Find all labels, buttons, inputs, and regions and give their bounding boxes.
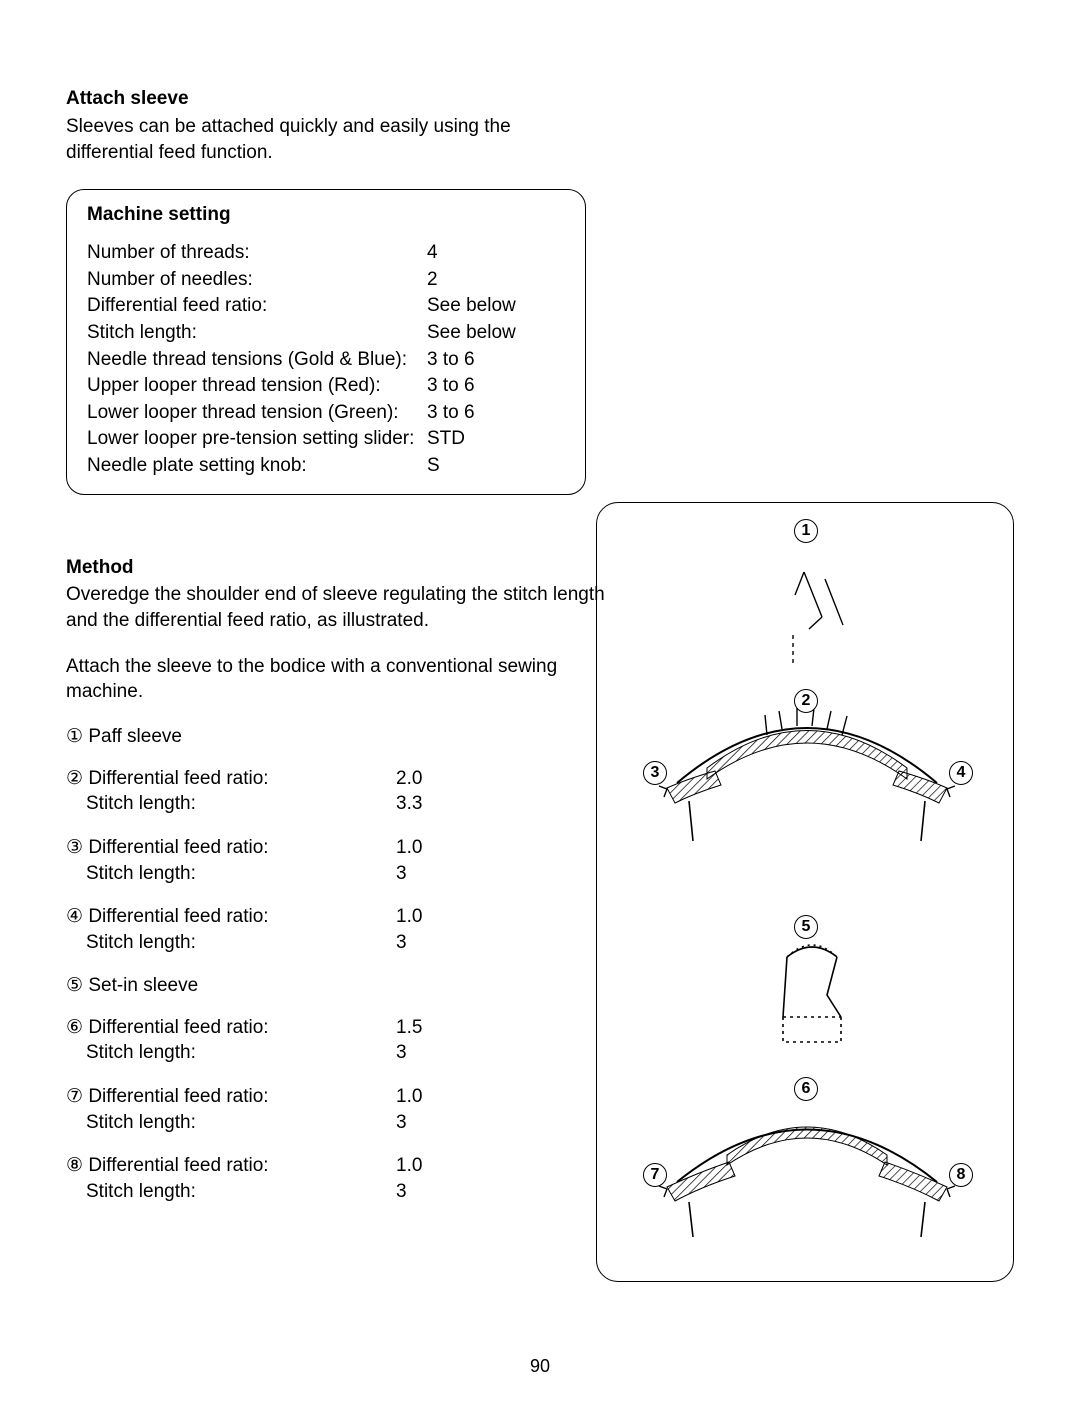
item-label: Stitch length: [86, 1179, 396, 1205]
method-block: Method Overedge the shoulder end of slee… [66, 555, 606, 705]
item-label: Stitch length: [86, 791, 396, 817]
item-label: Differential feed ratio: [88, 768, 268, 789]
setting-row: Differential feed ratio: See below [87, 293, 565, 320]
machine-setting-box: Machine setting Number of threads: 4 Num… [66, 189, 586, 494]
setting-label: Needle plate setting knob: [87, 453, 427, 480]
setting-value: S [427, 453, 565, 480]
setting-label: Number of needles: [87, 267, 427, 294]
setting-row: Stitch length: See below [87, 320, 565, 347]
item-value: 3 [396, 930, 456, 956]
item-label: Paff sleeve [88, 726, 182, 747]
setting-row: Upper looper thread tension (Red): 3 to … [87, 373, 565, 400]
item-label: Stitch length: [86, 1040, 396, 1066]
section-intro: Sleeves can be attached quickly and easi… [66, 114, 586, 165]
diagram-label-1: 1 [794, 519, 818, 543]
item-number: ⑥ [66, 1017, 83, 1038]
setting-label: Number of threads: [87, 240, 427, 267]
setting-row: Number of needles: 2 [87, 267, 565, 294]
item-label: Stitch length: [86, 930, 396, 956]
section-title: Attach sleeve [66, 88, 1014, 110]
item-number: ⑧ [66, 1155, 83, 1176]
machine-setting-title: Machine setting [87, 204, 565, 226]
setting-value: STD [427, 426, 565, 453]
item-value: 1.0 [396, 835, 456, 861]
setting-label: Lower looper pre-tension setting slider: [87, 426, 427, 453]
item-label: Differential feed ratio: [88, 1086, 268, 1107]
item-number: ⑤ [66, 975, 83, 996]
item-number: ③ [66, 837, 83, 858]
item-number: ① [66, 726, 83, 747]
item-value: 3 [396, 1040, 456, 1066]
diagram-label-7: 7 [643, 1163, 667, 1187]
setting-value: 2 [427, 267, 565, 294]
setting-row: Number of threads: 4 [87, 240, 565, 267]
setting-value: See below [427, 320, 565, 347]
diagram-label-6: 6 [794, 1077, 818, 1101]
item-label: Stitch length: [86, 1110, 396, 1136]
item-value: 1.0 [396, 904, 456, 930]
item-value: 3.3 [396, 791, 456, 817]
method-title: Method [66, 555, 606, 581]
item-label: Stitch length: [86, 861, 396, 887]
item-label: Differential feed ratio: [88, 837, 268, 858]
setting-row: Lower looper pre-tension setting slider:… [87, 426, 565, 453]
setting-row: Needle plate setting knob: S [87, 453, 565, 480]
diagram-label-5: 5 [794, 915, 818, 939]
item-number: ⑦ [66, 1086, 83, 1107]
setting-value: 3 to 6 [427, 347, 565, 374]
setting-value: 4 [427, 240, 565, 267]
diagram-label-4: 4 [949, 761, 973, 785]
diagram-label-2: 2 [794, 689, 818, 713]
setting-row: Needle thread tensions (Gold & Blue): 3 … [87, 347, 565, 374]
item-label: Differential feed ratio: [88, 1017, 268, 1038]
item-value: 3 [396, 861, 456, 887]
method-para: Overedge the shoulder end of sleeve regu… [66, 582, 606, 633]
item-value: 1.5 [396, 1015, 456, 1041]
item-number: ④ [66, 906, 83, 927]
item-label: Differential feed ratio: [88, 906, 268, 927]
setting-label: Stitch length: [87, 320, 427, 347]
setting-label: Lower looper thread tension (Green): [87, 400, 427, 427]
item-number: ② [66, 768, 83, 789]
diagram-label-3: 3 [643, 761, 667, 785]
setting-label: Needle thread tensions (Gold & Blue): [87, 347, 427, 374]
item-value: 2.0 [396, 766, 456, 792]
diagram-label-8: 8 [949, 1163, 973, 1187]
item-value: 1.0 [396, 1153, 456, 1179]
setting-label: Upper looper thread tension (Red): [87, 373, 427, 400]
setting-row: Lower looper thread tension (Green): 3 t… [87, 400, 565, 427]
item-label: Set-in sleeve [88, 975, 198, 996]
setting-value: 3 to 6 [427, 400, 565, 427]
item-value: 1.0 [396, 1084, 456, 1110]
item-label: Differential feed ratio: [88, 1155, 268, 1176]
page: Attach sleeve Sleeves can be attached qu… [0, 0, 1080, 1403]
setting-label: Differential feed ratio: [87, 293, 427, 320]
setting-value: 3 to 6 [427, 373, 565, 400]
page-number: 90 [66, 1356, 1014, 1377]
sleeve-diagram-box: 1 2 3 4 5 6 7 8 [596, 502, 1014, 1282]
item-value: 3 [396, 1179, 456, 1205]
item-value: 3 [396, 1110, 456, 1136]
method-para: Attach the sleeve to the bodice with a c… [66, 654, 606, 705]
setting-value: See below [427, 293, 565, 320]
